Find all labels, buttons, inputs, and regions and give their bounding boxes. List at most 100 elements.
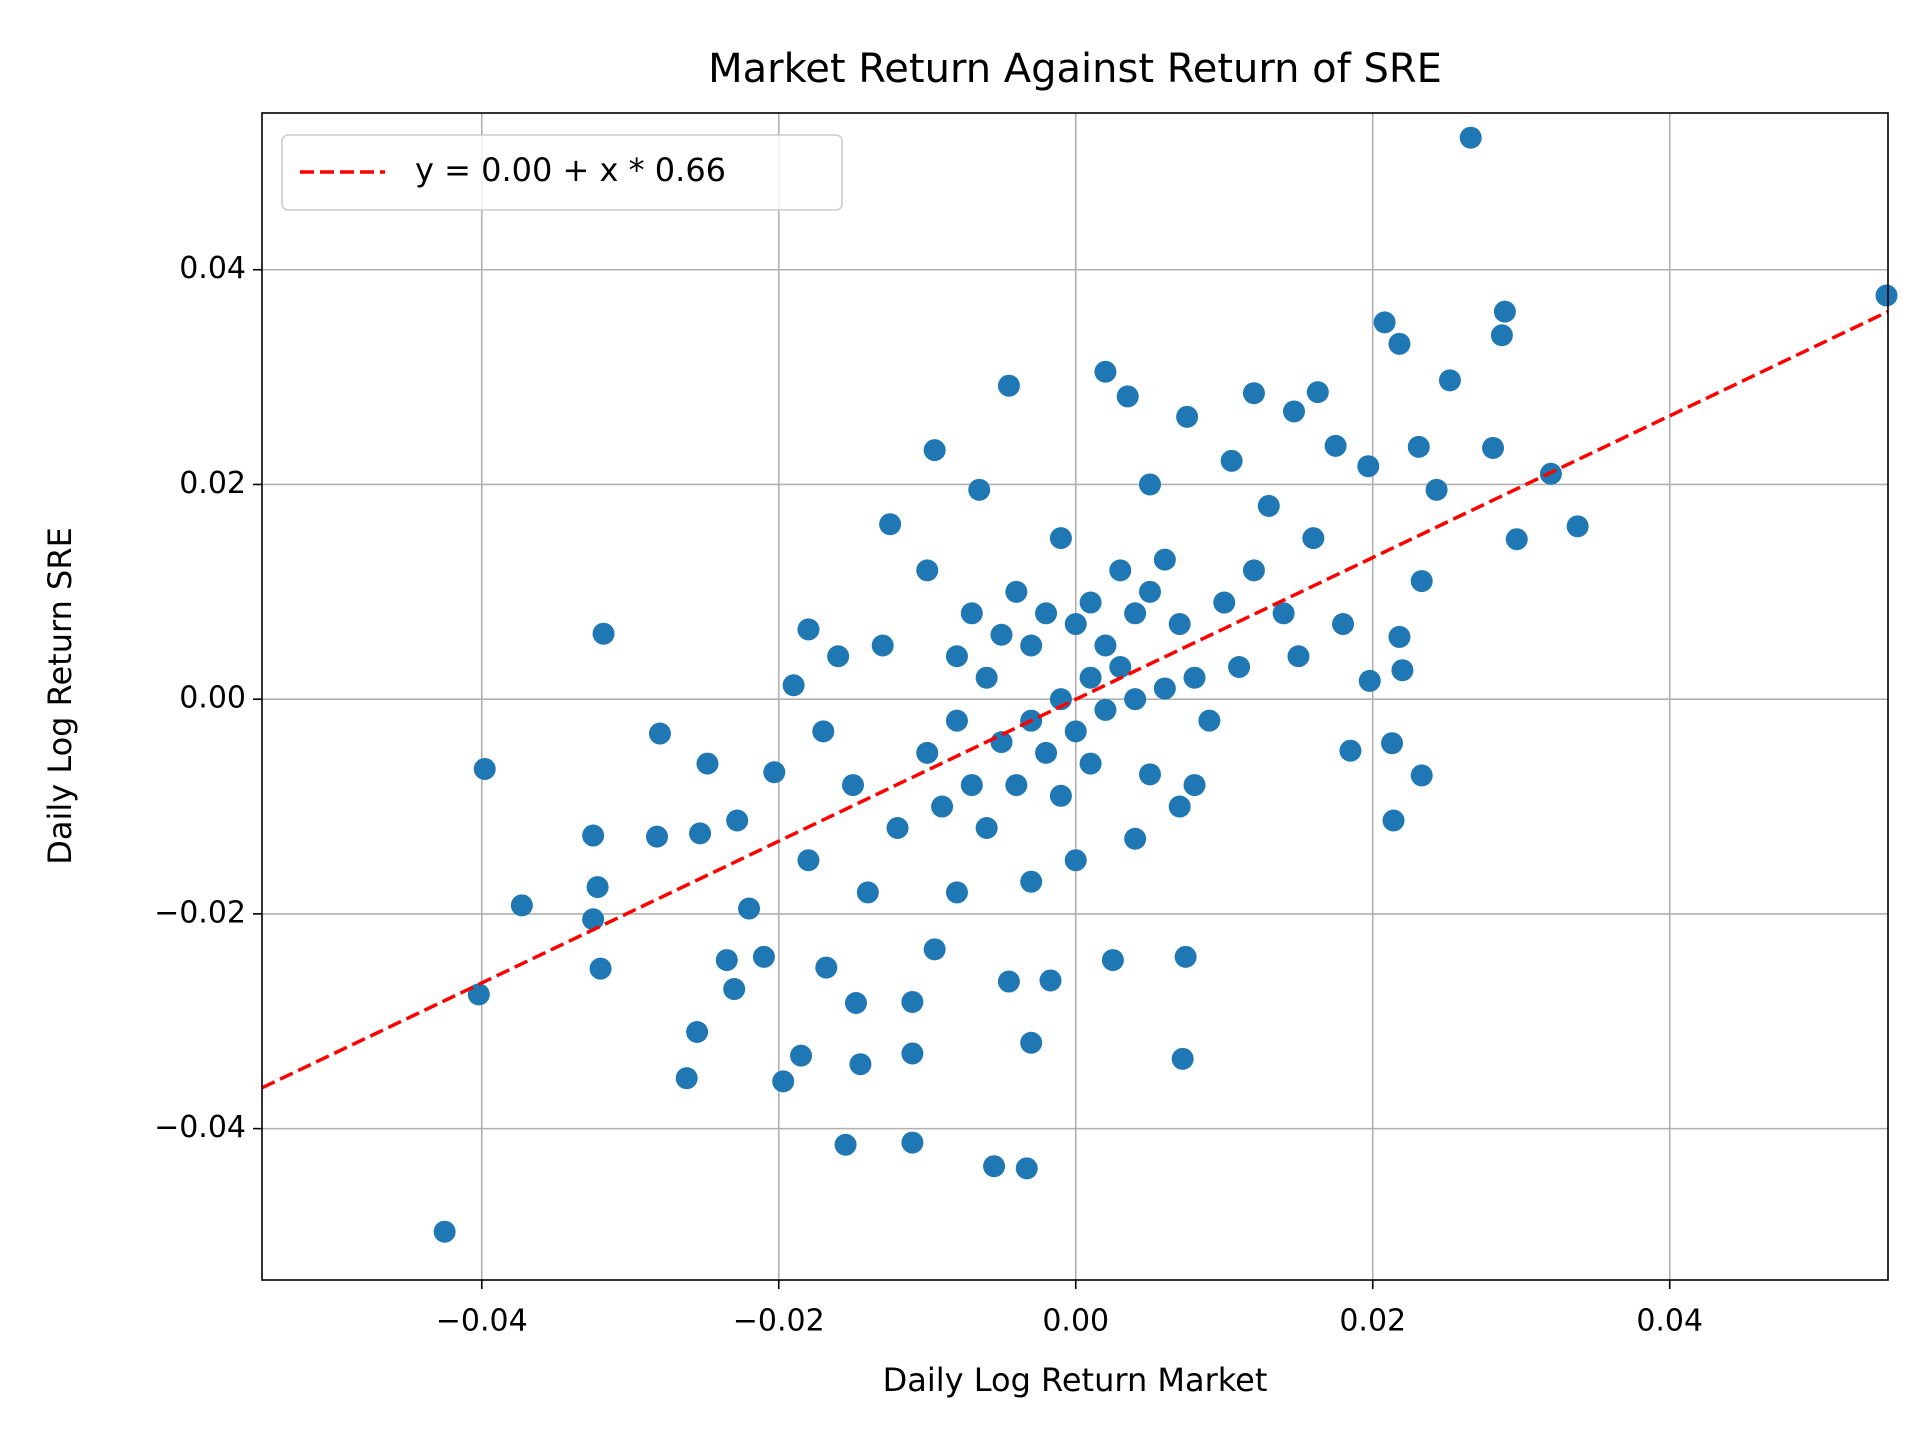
scatter-point [1124, 827, 1147, 850]
scatter-point [510, 894, 533, 917]
scatter-point [990, 623, 1013, 646]
scatter-point [1015, 1157, 1038, 1180]
scatter-point [1020, 870, 1043, 893]
x-axis-label: Daily Log Return Market [883, 1361, 1268, 1399]
scatter-point [856, 881, 879, 904]
scatter-point [696, 752, 719, 775]
scatter-point [916, 741, 939, 764]
scatter-point [1183, 774, 1206, 797]
scatter-point [797, 618, 820, 641]
scatter-point [1116, 385, 1139, 408]
scatter-point [827, 645, 850, 668]
scatter-point [1183, 666, 1206, 689]
plot-area [261, 113, 1898, 1280]
scatter-point [675, 1067, 698, 1090]
scatter-point [1198, 709, 1221, 732]
scatter-point [931, 795, 954, 818]
scatter-point [1035, 741, 1058, 764]
scatter-point [1079, 752, 1102, 775]
scatter-point [686, 1020, 709, 1043]
legend-label: y = 0.00 + x * 0.66 [415, 151, 726, 189]
scatter-point [1358, 669, 1381, 692]
scatter-point [968, 478, 991, 501]
x-tick-label: 0.00 [1042, 1304, 1109, 1339]
scatter-point [1332, 613, 1355, 636]
x-tick-label: −0.02 [733, 1304, 825, 1339]
fit-line [261, 310, 1889, 1090]
scatter-point [1382, 809, 1405, 832]
legend-box [281, 134, 843, 211]
scatter-point [1490, 324, 1513, 347]
scatter-point [1094, 360, 1117, 383]
scatter-point [1094, 698, 1117, 721]
scatter-point [790, 1044, 813, 1067]
scatter-point [1064, 720, 1087, 743]
y-tick-label: −0.02 [154, 895, 246, 930]
scatter-point [1101, 949, 1124, 972]
scatter-point [589, 957, 612, 980]
scatter-point [1407, 435, 1430, 458]
scatter-point [689, 822, 712, 845]
scatter-point [916, 559, 939, 582]
scatter-point [834, 1133, 857, 1156]
scatter-point [844, 992, 867, 1015]
scatter-point [586, 876, 609, 899]
scatter-point [901, 1131, 924, 1154]
scatter-point [782, 674, 805, 697]
scatter-point [1324, 434, 1347, 457]
scatter-point [1168, 613, 1191, 636]
scatter-point [797, 849, 820, 872]
scatter-point [1339, 739, 1362, 762]
scatter-point [997, 374, 1020, 397]
chart-title: Market Return Against Return of SRE [708, 46, 1442, 92]
y-tick-label: −0.04 [154, 1110, 246, 1145]
scatter-point [726, 809, 749, 832]
scatter-point [1391, 659, 1414, 682]
x-tick-label: 0.02 [1339, 1304, 1406, 1339]
scatter-point [975, 817, 998, 840]
scatter-point [1039, 969, 1062, 992]
scatter-point [1109, 559, 1132, 582]
scatter-point [842, 774, 865, 797]
scatter-point [1242, 382, 1265, 405]
scatter-point [1306, 381, 1329, 404]
scatter-point [473, 757, 496, 780]
scatter-point [1064, 849, 1087, 872]
scatter-point [1566, 515, 1589, 538]
y-tick-label: 0.04 [179, 251, 246, 286]
scatter-point [1138, 763, 1161, 786]
scatter-point [997, 970, 1020, 993]
scatter-point [960, 774, 983, 797]
scatter-point [648, 722, 671, 745]
x-tick-label: 0.04 [1636, 1304, 1703, 1339]
scatter-point [1410, 570, 1433, 593]
scatter-point [975, 666, 998, 689]
scatter-point [582, 908, 605, 931]
legend: y = 0.00 + x * 0.66 [281, 134, 843, 211]
scatter-point [1283, 400, 1306, 423]
y-tick-label: 0.00 [179, 681, 246, 716]
scatter-point [592, 622, 615, 645]
scatter-point [772, 1070, 795, 1093]
scatter-point [1505, 528, 1528, 551]
scatter-point [1153, 677, 1176, 700]
scatter-point [1357, 455, 1380, 478]
scatter-point [1493, 300, 1516, 323]
scatter-point [815, 956, 838, 979]
scatter-point [1005, 774, 1028, 797]
scatter-point [923, 439, 946, 462]
scatter-point [1124, 688, 1147, 711]
scatter-point [1109, 655, 1132, 678]
scatter-point [1176, 405, 1199, 428]
scatter-point [752, 945, 775, 968]
scatter-point [923, 938, 946, 961]
scatter-point [1482, 436, 1505, 459]
scatter-point [1242, 559, 1265, 582]
scatter-point [1124, 602, 1147, 625]
scatter-point [1049, 784, 1072, 807]
scatter-point [1410, 764, 1433, 787]
scatter-point [901, 990, 924, 1013]
scatter-point [1228, 655, 1251, 678]
scatter-point [1213, 591, 1236, 614]
scatter-point [1049, 527, 1072, 550]
